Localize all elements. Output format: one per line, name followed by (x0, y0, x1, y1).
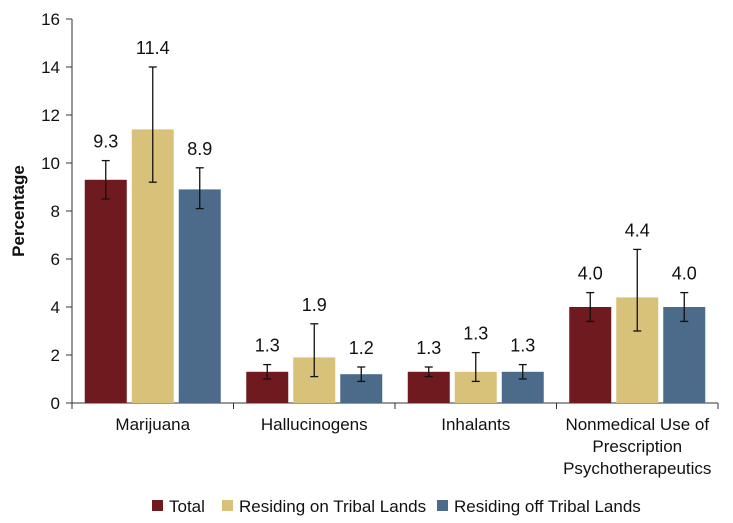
y-tick-label: 4 (51, 298, 60, 317)
data-label: 1.3 (255, 336, 280, 356)
y-tick-label: 12 (41, 106, 60, 125)
y-axis-title: Percentage (9, 165, 28, 257)
data-label: 1.3 (463, 324, 488, 344)
data-labels: 9.3 11.4 8.9 1.3 1.9 1.2 1.3 1.3 1.3 4.0 4.4 4.0 (93, 38, 697, 358)
legend-label: Total (169, 497, 205, 516)
y-tick-label: 8 (51, 202, 60, 221)
data-label: 1.3 (416, 338, 441, 358)
data-label: 4.0 (578, 264, 603, 284)
bar (84, 179, 127, 403)
y-tick-label: 14 (41, 58, 60, 77)
legend-swatch (222, 500, 233, 511)
legend-swatch (437, 500, 448, 511)
x-tick-label: Hallucinogens (261, 415, 368, 434)
data-label: 8.9 (187, 139, 212, 159)
data-label: 11.4 (136, 38, 170, 58)
y-tick-label: 0 (51, 394, 60, 413)
bar (178, 189, 221, 403)
y-axis-title-group: Percentage (9, 165, 28, 257)
x-axis (71, 402, 719, 409)
legend-label: Residing off Tribal Lands (454, 497, 641, 516)
x-tick-label: Psychotherapeutics (563, 459, 711, 478)
y-tick-label: 10 (41, 154, 60, 173)
data-label: 1.9 (302, 295, 327, 315)
data-label: 4.0 (672, 264, 697, 284)
bar (663, 307, 706, 403)
data-label: 1.3 (510, 336, 535, 356)
legend-label: Residing on Tribal Lands (239, 497, 426, 516)
x-tick-label: Nonmedical Use of (565, 415, 709, 434)
legend: Total Residing on Tribal Lands Residing of… (152, 497, 641, 516)
x-tick-label: Inhalants (441, 415, 510, 434)
y-axis: 0 2 4 6 8 10 12 14 16 (41, 10, 73, 413)
legend-swatch (152, 500, 163, 511)
data-label: 1.2 (349, 338, 374, 358)
data-label: 9.3 (93, 132, 118, 152)
y-tick-label: 16 (41, 10, 60, 29)
x-tick-label: Marijuana (115, 415, 190, 434)
x-tick-label: Prescription (592, 437, 682, 456)
category-labels: Marijuana Hallucinogens Inhalants Nonmedica… (115, 415, 711, 478)
y-tick-label: 2 (51, 346, 60, 365)
data-label: 4.4 (625, 220, 650, 240)
y-tick-label: 6 (51, 250, 60, 269)
bar (569, 307, 612, 403)
bars (84, 129, 706, 403)
error-bars (101, 66, 689, 383)
